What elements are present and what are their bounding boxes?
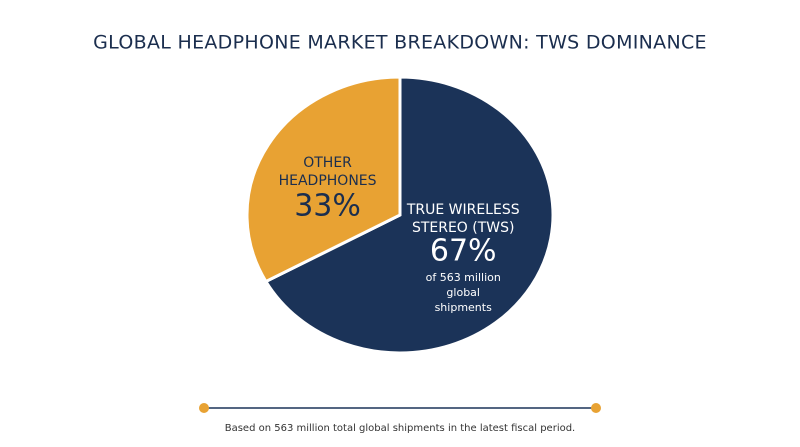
slice-label: OTHER HEADPHONES: [279, 155, 377, 189]
rule-dot: [591, 403, 601, 413]
slice-label: TRUE WIRELESS STEREO (TWS): [406, 202, 520, 236]
value-label: 67%: [430, 234, 497, 269]
rule-dot: [199, 403, 209, 413]
annotation: of 563 million global shipments: [426, 271, 501, 314]
pie-outline: [246, 76, 554, 354]
value-label: 33%: [294, 189, 361, 224]
chart-title: GLOBAL HEADPHONE MARKET BREAKDOWN: TWS D…: [93, 32, 707, 54]
footnote: Based on 563 million total global shipme…: [225, 423, 576, 434]
